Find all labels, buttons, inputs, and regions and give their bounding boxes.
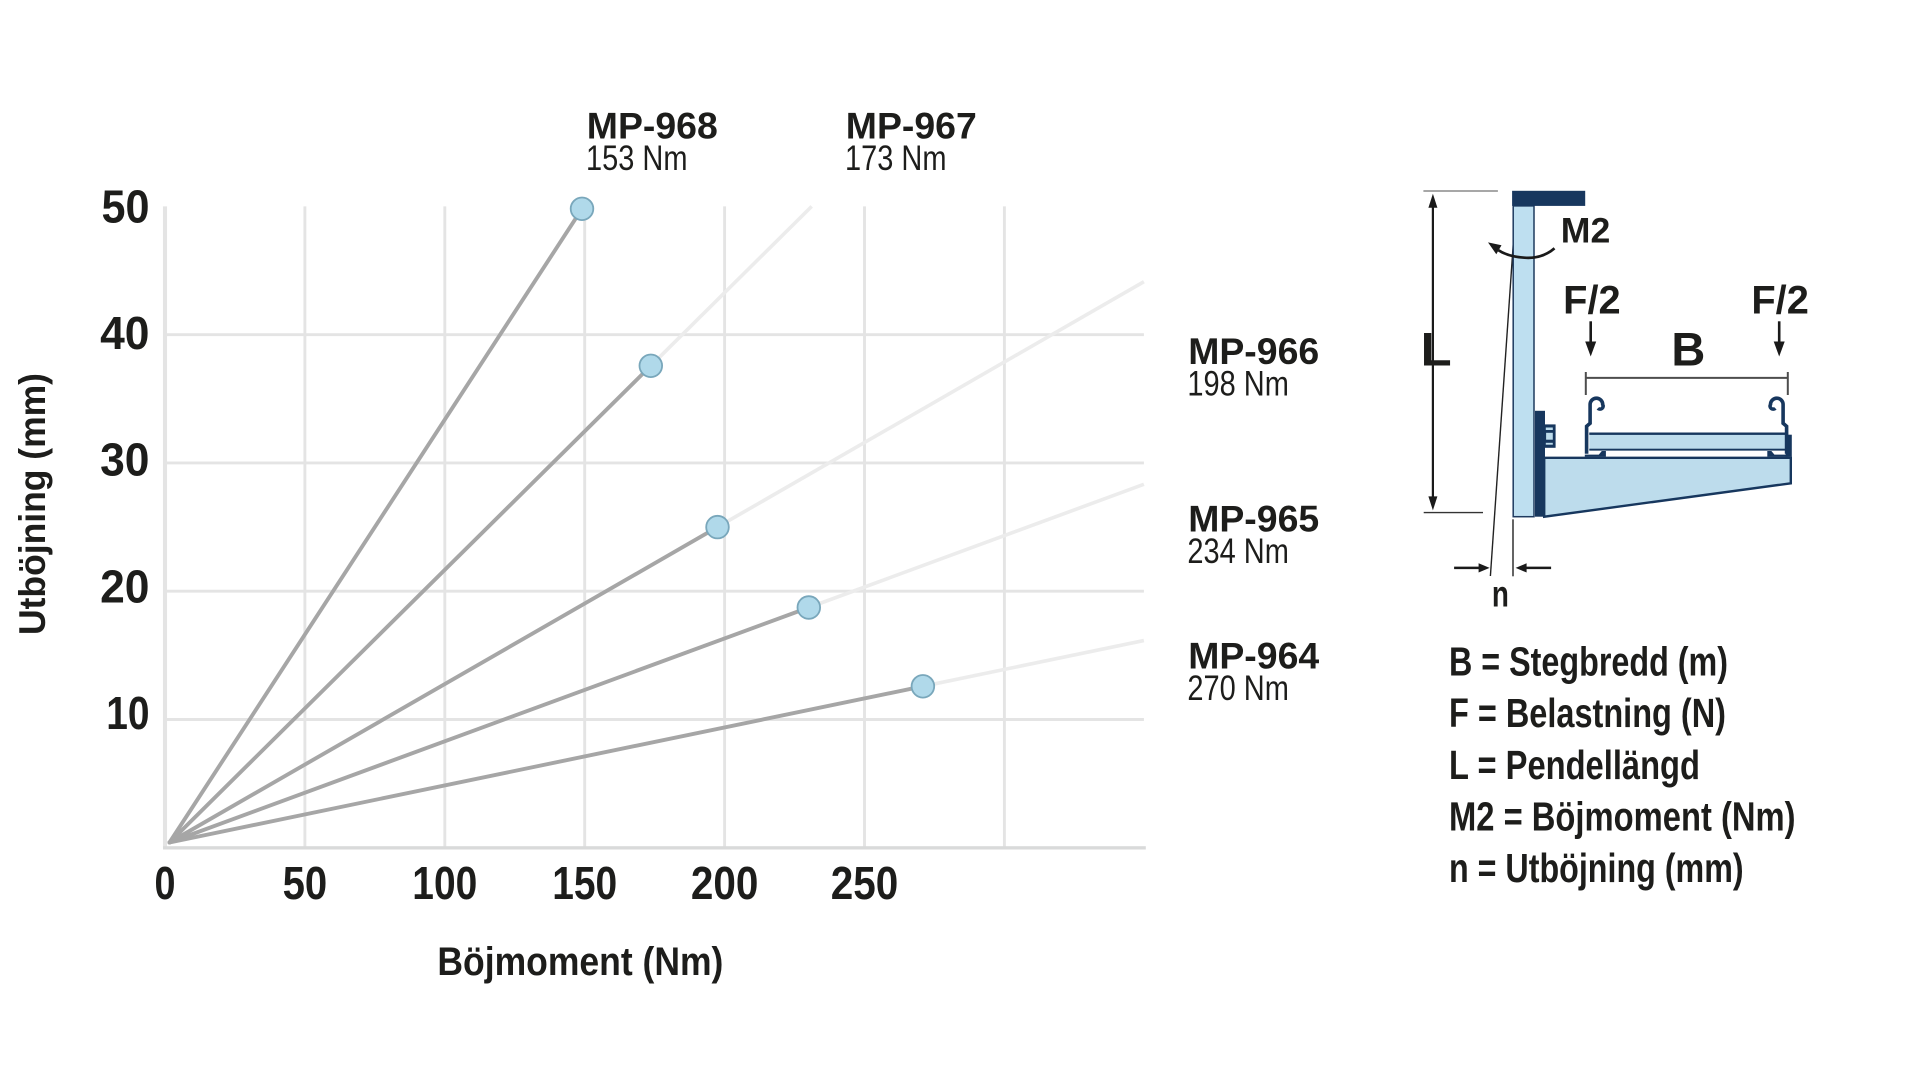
svg-text:L = Pendellängd: L = Pendellängd [1449, 742, 1700, 788]
svg-text:M2: M2 [1561, 211, 1611, 250]
svg-text:Böjmoment (Nm): Böjmoment (Nm) [437, 940, 723, 984]
svg-text:B: B [1671, 322, 1705, 375]
svg-text:MP-968: MP-968 [587, 105, 718, 147]
svg-text:MP-967: MP-967 [846, 105, 977, 147]
svg-text:F/2: F/2 [1563, 279, 1621, 323]
svg-text:L: L [1421, 322, 1452, 375]
svg-text:n = Utböjning (mm): n = Utböjning (mm) [1449, 845, 1744, 891]
svg-text:F = Belastning (N): F = Belastning (N) [1449, 690, 1726, 736]
svg-text:0: 0 [155, 857, 176, 909]
svg-text:MP-966: MP-966 [1188, 330, 1319, 372]
svg-text:173 Nm: 173 Nm [845, 138, 947, 178]
svg-text:153 Nm: 153 Nm [586, 138, 688, 178]
svg-text:50: 50 [283, 857, 328, 909]
svg-text:100: 100 [412, 857, 477, 909]
svg-text:198 Nm: 198 Nm [1187, 364, 1289, 404]
svg-text:F/2: F/2 [1751, 279, 1809, 323]
svg-text:Utböjning (mm): Utböjning (mm) [11, 373, 53, 635]
svg-text:B = Stegbredd (m): B = Stegbredd (m) [1449, 638, 1728, 684]
svg-text:10: 10 [106, 687, 149, 739]
svg-text:50: 50 [102, 180, 150, 232]
svg-text:150: 150 [552, 857, 617, 909]
svg-text:20: 20 [100, 560, 149, 612]
svg-text:MP-964: MP-964 [1188, 635, 1319, 677]
svg-text:270 Nm: 270 Nm [1187, 668, 1289, 708]
svg-text:M2 = Böjmoment (Nm): M2 = Böjmoment (Nm) [1449, 794, 1796, 840]
svg-text:40: 40 [100, 307, 149, 359]
svg-text:MP-965: MP-965 [1188, 498, 1319, 540]
svg-text:250: 250 [831, 857, 899, 909]
svg-text:30: 30 [100, 434, 149, 486]
svg-text:234 Nm: 234 Nm [1187, 531, 1289, 571]
svg-text:n: n [1492, 574, 1509, 615]
svg-text:200: 200 [691, 857, 759, 909]
